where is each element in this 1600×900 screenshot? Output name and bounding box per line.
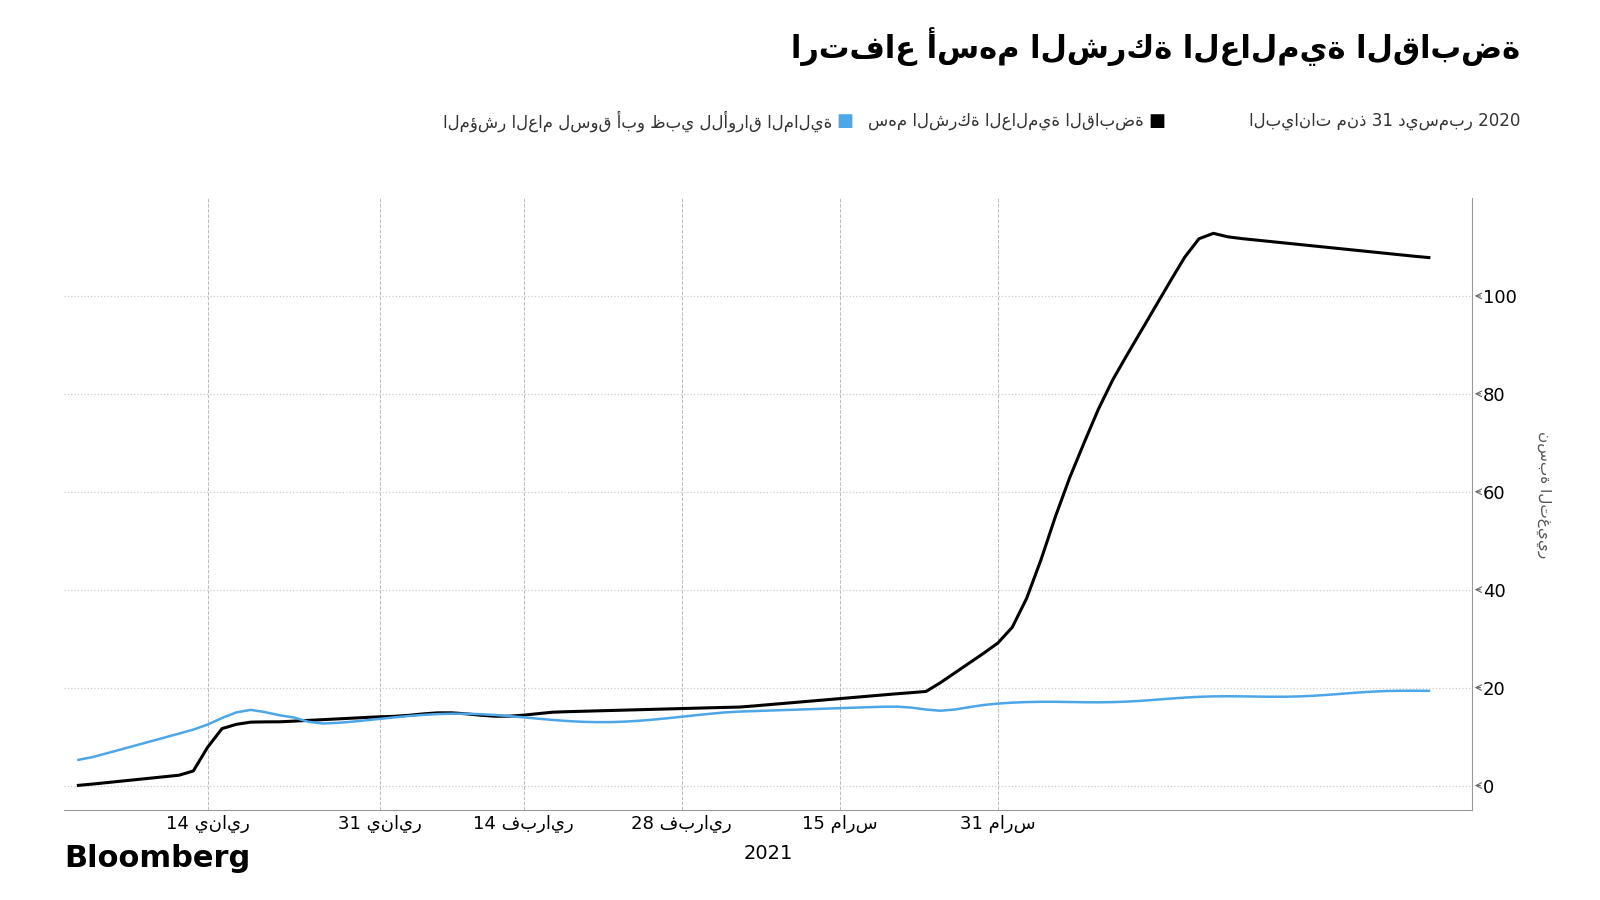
- Text: ■: ■: [1149, 112, 1166, 130]
- Text: Bloomberg: Bloomberg: [64, 844, 250, 873]
- Text: المؤشر العام لسوق أبو ظبي للأوراق المالية: المؤشر العام لسوق أبو ظبي للأوراق المالي…: [443, 111, 832, 132]
- Text: نسبة التغيير: نسبة التغيير: [1536, 431, 1552, 559]
- Text: ارتفاع أسهم الشركة العالمية القابضة: ارتفاع أسهم الشركة العالمية القابضة: [790, 27, 1520, 66]
- X-axis label: 2021: 2021: [744, 844, 792, 863]
- Text: ■: ■: [837, 112, 854, 130]
- Text: البيانات منذ 31 ديسمبر 2020: البيانات منذ 31 ديسمبر 2020: [1248, 112, 1520, 130]
- Text: سهم الشركة العالمية القابضة: سهم الشركة العالمية القابضة: [869, 112, 1144, 130]
